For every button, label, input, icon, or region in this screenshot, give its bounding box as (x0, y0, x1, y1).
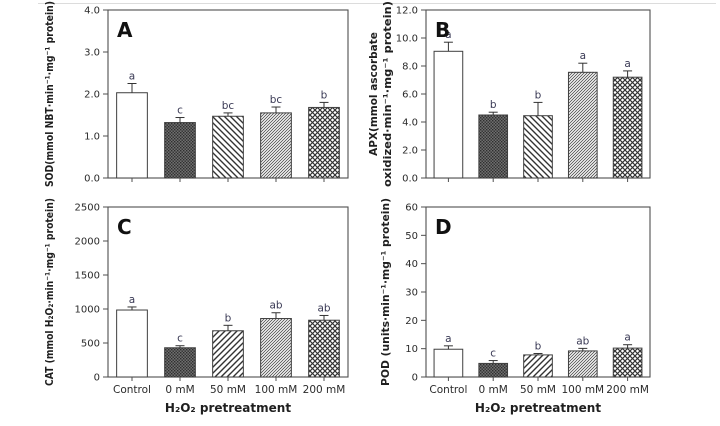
chart-panel-c: 0 500 1000 1500 2000 2500 a Control c 0 mM b 50 mM a… (44, 198, 349, 415)
chart-panel-d: 0 10 20 30 40 50 60 a Control c 0 mM b 50 mM ab 100 mM… (380, 198, 651, 415)
y-tick-label: 1500 (75, 271, 100, 282)
y-tick-label: 20 (405, 316, 418, 327)
bar-control (116, 92, 148, 179)
x-tick-label: 100 mM (255, 384, 298, 396)
y-tick-label: 10 (405, 344, 418, 355)
y-axis-label: APX(mmol ascorbate (368, 32, 380, 156)
sig-letter: c (177, 105, 183, 117)
bar-200-mm (612, 76, 643, 179)
sig-letter: a (445, 29, 451, 41)
y-tick-label: 4.0 (402, 118, 418, 129)
bar-control (433, 50, 464, 179)
y-tick-label: 0.0 (402, 174, 418, 185)
panel-letter: C (117, 215, 132, 239)
x-tick-label: Control (113, 384, 151, 396)
chart-panel-b: 0.0 2.0 4.0 6.0 8.0 10.0 12.0 a b b a a APX(mmol asc… (368, 1, 651, 187)
x-tick-label: 50 mM (210, 384, 246, 396)
bar-100-mm (260, 112, 292, 179)
y-tick-label: 0.0 (84, 174, 100, 185)
sig-letter: a (445, 333, 451, 345)
y-tick-label: 1.0 (84, 132, 100, 143)
y-tick-label: 6.0 (402, 90, 418, 101)
bar-50-mm (523, 115, 553, 179)
x-tick-label: 200 mM (606, 384, 649, 396)
panel-letter: A (117, 18, 133, 42)
y-axis-label: oxidized·min⁻¹·mg⁻¹ protein) (382, 1, 394, 187)
y-axis-label: SOD(mmol NBT·min⁻¹·mg⁻¹ protein) (44, 1, 56, 187)
y-tick-label: 2.0 (402, 146, 418, 157)
sig-letter: c (490, 348, 496, 360)
x-axis-title: H₂O₂ pretreatment (475, 401, 601, 415)
y-tick-label: 10.0 (396, 34, 418, 45)
figure-top-border (38, 3, 716, 4)
panel-c-cat: 0 500 1000 1500 2000 2500 a Control c 0 mM b 50 mM a… (0, 196, 360, 426)
bar-200-mm (308, 106, 340, 179)
x-tick-label: 200 mM (303, 384, 346, 396)
bar-50-mm (523, 354, 553, 378)
y-tick-label: 50 (405, 231, 418, 242)
bar-200-mm (612, 347, 643, 378)
y-tick-label: 1000 (75, 305, 100, 316)
bar-50-mm (212, 115, 244, 179)
y-tick-label: 0 (94, 373, 100, 384)
y-tick-label: 500 (81, 339, 100, 350)
sig-letter: a (129, 71, 135, 83)
sig-letter: ab (576, 335, 589, 347)
panel-a-sod: 0.0 1.0 2.0 3.0 4.0 a c bc bc b SOD(mmol NBT·min⁻¹… (0, 0, 360, 196)
panel-letter: D (435, 215, 452, 239)
panel-d-pod: 0 10 20 30 40 50 60 a Control c 0 mM b 50 mM ab 100 mM… (360, 196, 720, 426)
x-axis-title: H₂O₂ pretreatment (165, 401, 291, 415)
x-tick-label: Control (429, 384, 467, 396)
sig-letter: b (321, 89, 328, 101)
sig-letter: b (535, 340, 542, 352)
sig-letter: b (225, 312, 232, 324)
bar-50-mm (212, 330, 244, 378)
sig-letter: b (490, 99, 497, 111)
x-tick-label: 100 mM (561, 384, 604, 396)
sig-letter: a (580, 50, 586, 62)
y-tick-label: 2.0 (84, 90, 100, 101)
panel-letter: B (435, 18, 450, 42)
bar-0-mm (478, 114, 509, 179)
bar-100-mm (260, 318, 292, 378)
x-tick-label: 50 mM (520, 384, 556, 396)
sig-letter: a (624, 58, 630, 70)
sig-letter: ab (317, 302, 330, 314)
x-tick-label: 0 mM (479, 384, 508, 396)
y-axis-label: CAT (mmol H₂O₂·min⁻¹·mg⁻¹ protein) (44, 198, 56, 386)
sig-letter: c (177, 333, 183, 345)
y-tick-label: 30 (405, 288, 418, 299)
bar-0-mm (478, 362, 509, 378)
y-tick-label: 3.0 (84, 48, 100, 59)
y-tick-label: 2000 (75, 237, 100, 248)
y-tick-label: 2500 (75, 203, 100, 214)
sig-letter: bc (270, 94, 283, 106)
bar-control (116, 309, 148, 378)
sig-letter: b (535, 89, 542, 101)
chart-panel-a: 0.0 1.0 2.0 3.0 4.0 a c bc bc b SOD(mmol NBT·min⁻¹… (44, 1, 349, 187)
sig-letter: bc (222, 100, 235, 112)
y-tick-label: 4.0 (84, 6, 100, 17)
bar-200-mm (308, 319, 340, 378)
sig-letter: a (624, 332, 630, 344)
sig-letter: a (129, 294, 135, 306)
bar-100-mm (567, 71, 598, 179)
bar-control (433, 348, 464, 378)
bar-0-mm (164, 347, 196, 378)
bar-0-mm (164, 122, 196, 179)
y-axis-label: POD (units·min⁻¹·mg⁻¹ protein) (380, 198, 392, 386)
y-tick-label: 12.0 (396, 6, 418, 17)
panel-b-apx: 0.0 2.0 4.0 6.0 8.0 10.0 12.0 a b b a a APX(mmol asc… (360, 0, 720, 196)
bar-100-mm (567, 350, 598, 378)
x-tick-label: 0 mM (165, 384, 194, 396)
y-tick-label: 60 (405, 203, 418, 214)
y-tick-label: 8.0 (402, 62, 418, 73)
y-tick-label: 40 (405, 259, 418, 270)
y-tick-label: 0 (412, 373, 418, 384)
sig-letter: ab (269, 300, 282, 312)
